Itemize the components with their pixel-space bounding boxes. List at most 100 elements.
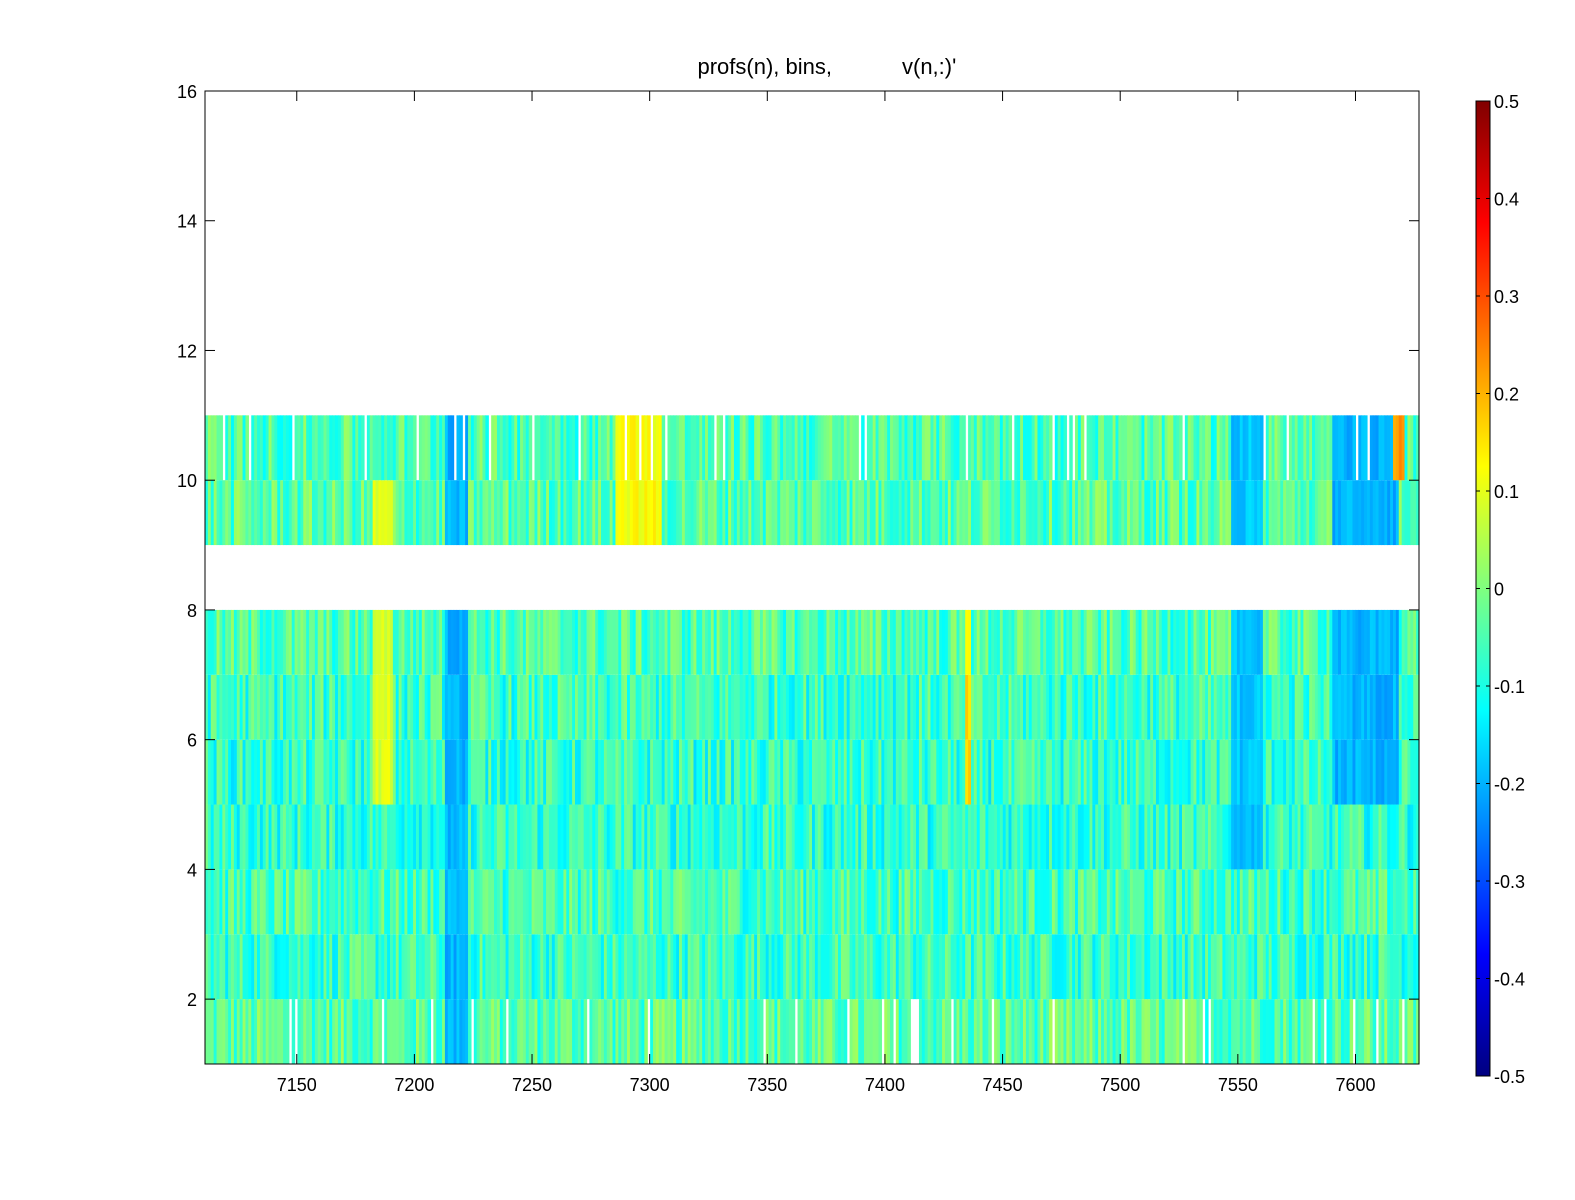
heatmap-cell: [996, 674, 1001, 740]
heatmap-cell: [664, 804, 669, 870]
heatmap-cell: [916, 480, 920, 546]
heatmap-cell: [294, 415, 299, 481]
heatmap-cell: [991, 415, 995, 481]
heatmap-cell: [210, 480, 215, 546]
heatmap-cell: [866, 934, 871, 1000]
heatmap-cell: [1063, 869, 1067, 935]
heatmap-cell: [690, 804, 695, 870]
heatmap-cell: [1262, 869, 1267, 935]
heatmap-cell: [1320, 609, 1325, 675]
heatmap-cell: [1294, 999, 1299, 1064]
heatmap-cell: [300, 934, 304, 1000]
heatmap-cell: [794, 934, 799, 1000]
heatmap-cell: [1155, 869, 1160, 935]
heatmap-cell: [942, 934, 946, 1000]
heatmap-cell: [343, 869, 348, 935]
heatmap-cell: [580, 934, 585, 1000]
heatmap-cell: [1343, 999, 1348, 1064]
heatmap-cell: [216, 480, 221, 546]
heatmap-cell: [1338, 415, 1342, 481]
heatmap-cell: [531, 674, 536, 740]
heatmap-cell: [1066, 609, 1070, 675]
heatmap-cell: [418, 674, 423, 740]
heatmap-cell: [1092, 739, 1096, 805]
heatmap-cell: [1150, 415, 1154, 481]
heatmap-cell: [800, 804, 804, 870]
heatmap-cell: [311, 869, 316, 935]
y-tick-label: 12: [177, 341, 197, 361]
heatmap-cell: [1309, 674, 1313, 740]
heatmap-cell: [473, 609, 478, 675]
heatmap-cell: [352, 804, 356, 870]
heatmap-cell: [826, 869, 830, 935]
heatmap-cell: [788, 804, 793, 870]
heatmap-cell: [722, 804, 726, 870]
heatmap-cell: [543, 739, 547, 805]
heatmap-cell: [994, 739, 998, 805]
heatmap-cell: [722, 480, 726, 546]
heatmap-cell: [1372, 999, 1377, 1064]
heatmap-cell: [1210, 804, 1215, 870]
heatmap-cell: [309, 869, 313, 935]
heatmap-cell: [970, 609, 975, 675]
heatmap-cell: [1066, 739, 1070, 805]
heatmap-cell: [369, 674, 374, 740]
heatmap-cell: [294, 934, 299, 1000]
heatmap-cell: [823, 739, 828, 805]
heatmap-cell: [832, 804, 836, 870]
heatmap-cell: [436, 674, 440, 740]
heatmap-cell: [271, 415, 275, 481]
heatmap-cell: [624, 674, 628, 740]
heatmap-cell: [416, 609, 420, 675]
heatmap-cell: [1040, 934, 1044, 1000]
heatmap-cell: [1202, 934, 1206, 1000]
heatmap-cell: [280, 674, 284, 740]
heatmap-cell: [476, 415, 481, 481]
heatmap-cell: [913, 804, 917, 870]
heatmap-cell: [1349, 415, 1354, 481]
heatmap-cell: [635, 674, 640, 740]
heatmap-cell: [716, 415, 721, 481]
heatmap-cell: [864, 804, 868, 870]
heatmap-cell: [337, 999, 342, 1064]
heatmap-cell: [306, 739, 310, 805]
heatmap-cell: [300, 609, 304, 675]
heatmap-cell: [644, 804, 648, 870]
heatmap-cell: [574, 609, 579, 675]
heatmap-cell: [1190, 934, 1195, 1000]
heatmap-cell: [1129, 674, 1134, 740]
heatmap-cell: [259, 609, 264, 675]
heatmap-cell: [554, 934, 559, 1000]
heatmap-cell: [1167, 415, 1172, 481]
heatmap-cell: [965, 674, 969, 740]
heatmap-cell: [1008, 674, 1013, 740]
heatmap-cell: [809, 999, 813, 1064]
heatmap-cell: [627, 999, 631, 1064]
heatmap-cell: [927, 480, 932, 546]
heatmap-cell: [514, 674, 518, 740]
heatmap-cell: [679, 609, 683, 675]
heatmap-cell: [754, 869, 758, 935]
heatmap-cell: [907, 674, 911, 740]
heatmap-cell: [1375, 415, 1380, 481]
heatmap-cell: [1236, 804, 1241, 870]
heatmap-cell: [589, 804, 593, 870]
heatmap-cell: [849, 739, 854, 805]
heatmap-cell: [707, 609, 712, 675]
heatmap-cell: [1291, 934, 1296, 1000]
heatmap-cell: [482, 934, 486, 1000]
heatmap-cell: [1095, 934, 1099, 1000]
heatmap-cell: [1092, 999, 1096, 1064]
heatmap-cell: [248, 999, 252, 1064]
heatmap-cell: [407, 999, 411, 1064]
heatmap-cell: [274, 999, 278, 1064]
heatmap-cell: [1080, 999, 1085, 1064]
heatmap-cell: [1303, 999, 1307, 1064]
heatmap-cell: [632, 869, 637, 935]
heatmap-cell: [1199, 480, 1203, 546]
heatmap-cell: [713, 739, 718, 805]
heatmap-cell: [976, 415, 981, 481]
heatmap-cell: [262, 934, 267, 1000]
heatmap-cell: [632, 934, 637, 1000]
heatmap-cell: [947, 739, 952, 805]
